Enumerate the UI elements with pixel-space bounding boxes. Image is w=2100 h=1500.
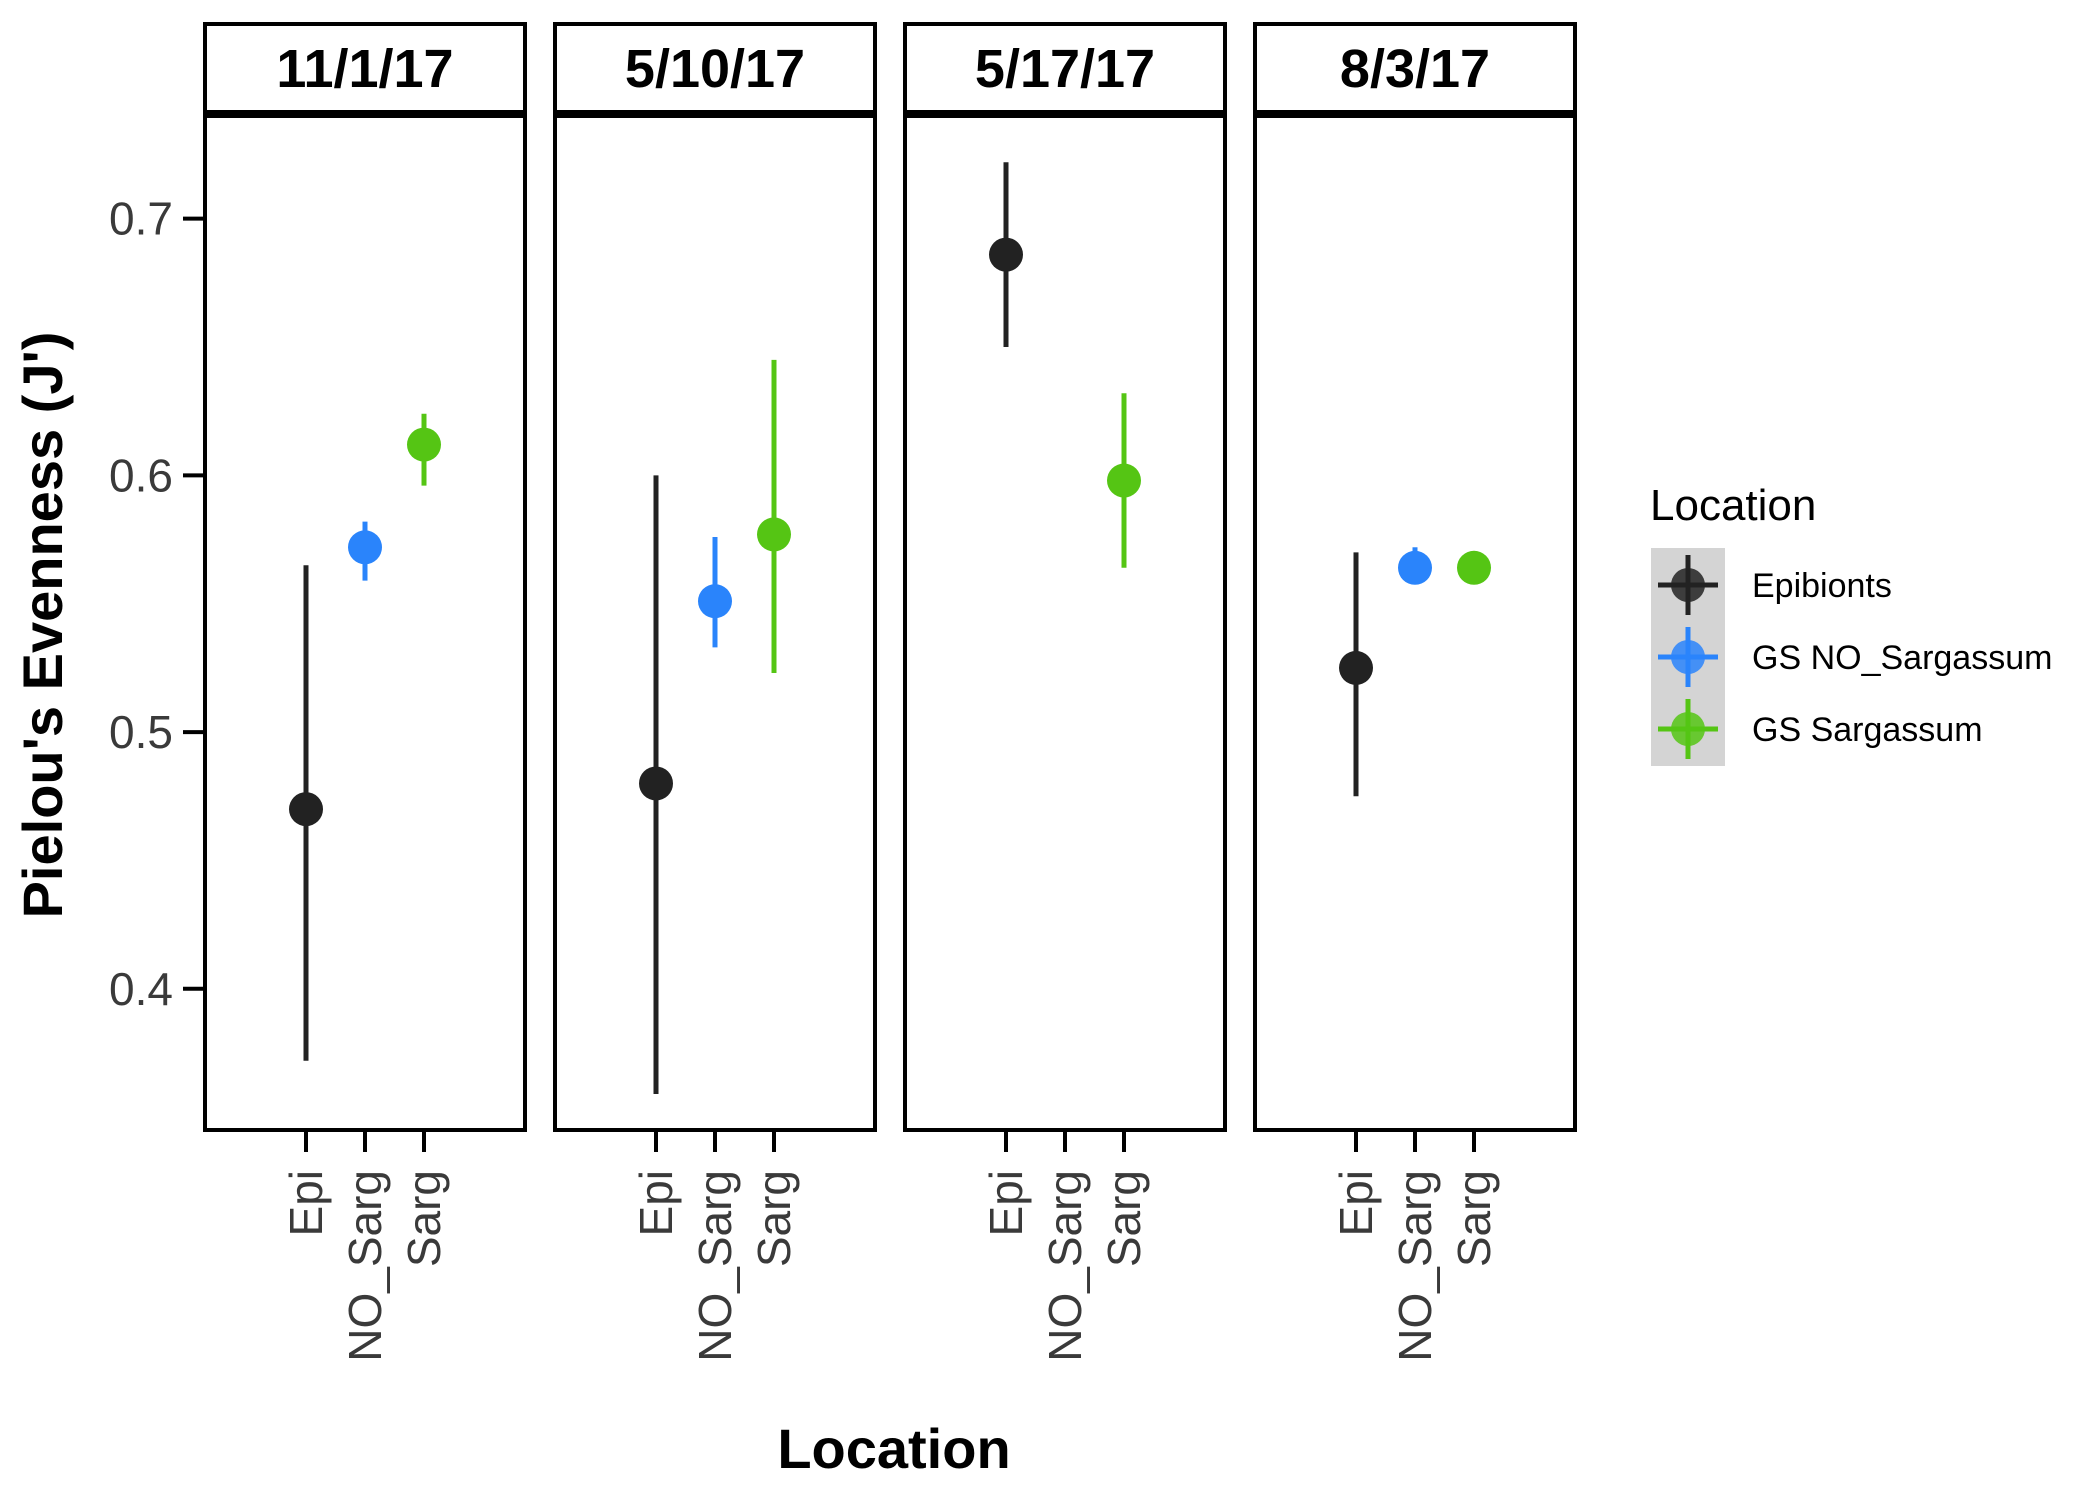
x-axis-title: Location [777, 1417, 1010, 1480]
data-point [757, 517, 791, 552]
legend-entry: Epibionts [1658, 555, 1892, 615]
data-point [1457, 550, 1491, 585]
x-tick-label: NO_Sarg [339, 1170, 391, 1362]
facet-panel: 5/17/17 Epi NO_Sarg Sarg [903, 22, 1227, 1362]
legend-entry: GS Sargassum [1658, 699, 1983, 759]
facet-strip [203, 22, 527, 114]
x-tick-label: Epi [630, 1170, 682, 1236]
panel-border [1253, 114, 1577, 1132]
data-point [639, 766, 673, 801]
facet-panel: 8/3/17 Epi NO_Sarg Sarg [1253, 22, 1577, 1362]
y-tick-label: 0.7 [109, 193, 173, 245]
data-point [407, 427, 441, 462]
x-tick-label: NO_Sarg [1039, 1170, 1091, 1362]
panel-border [203, 114, 527, 1132]
facet-strip-label: 5/17/17 [975, 39, 1155, 99]
y-tick-label: 0.4 [109, 963, 173, 1015]
facet-panel: 11/1/17 Epi NO_Sarg Sarg [203, 22, 527, 1362]
data-point [989, 237, 1023, 272]
x-tick-label: Sarg [1448, 1170, 1500, 1267]
legend-entry: GS NO_Sargassum [1658, 627, 2052, 687]
data-point [289, 792, 323, 827]
data-point [1107, 463, 1141, 498]
x-tick-label: Epi [1330, 1170, 1382, 1236]
x-tick-label: Epi [280, 1170, 332, 1236]
data-point [1398, 550, 1432, 585]
data-point [1339, 650, 1373, 685]
x-tick-label: NO_Sarg [1389, 1170, 1441, 1362]
data-point [348, 530, 382, 565]
legend-label: GS NO_Sargassum [1752, 639, 2052, 677]
legend-key-point [1671, 640, 1705, 674]
data-point [698, 584, 732, 619]
facet-strip-label: 11/1/17 [276, 39, 453, 99]
x-tick-label: Epi [980, 1170, 1032, 1236]
facet-strip [903, 22, 1227, 114]
facet-strip [553, 22, 877, 114]
y-axis: 0.4 0.5 0.6 0.7 [109, 193, 205, 1015]
y-tick-label: 0.5 [109, 706, 173, 758]
x-tick-label: Sarg [1098, 1170, 1150, 1267]
y-axis-title: Pielou's Evenness (J') [11, 332, 74, 919]
facet-panel: 5/10/17 Epi NO_Sarg Sarg [553, 22, 877, 1362]
facet-strip-label: 5/10/17 [625, 39, 805, 99]
x-tick-label: Sarg [398, 1170, 450, 1267]
x-tick-label: NO_Sarg [689, 1170, 741, 1362]
legend-key-point [1671, 568, 1705, 602]
x-tick-label: Sarg [748, 1170, 800, 1267]
legend-label: Epibionts [1752, 567, 1892, 605]
legend: Location Epibionts GS NO_Sargassum GS Sarg… [1650, 481, 2052, 766]
legend-label: GS Sargassum [1752, 711, 1983, 749]
facet-strip-label: 8/3/17 [1340, 39, 1490, 99]
legend-title: Location [1650, 481, 1816, 530]
facet-strip [1253, 22, 1577, 114]
legend-key-point [1671, 712, 1705, 746]
y-tick-label: 0.6 [109, 449, 173, 501]
legend-entries: Epibionts GS NO_Sargassum GS Sargassum [1658, 555, 2052, 759]
panel-border [903, 114, 1227, 1132]
